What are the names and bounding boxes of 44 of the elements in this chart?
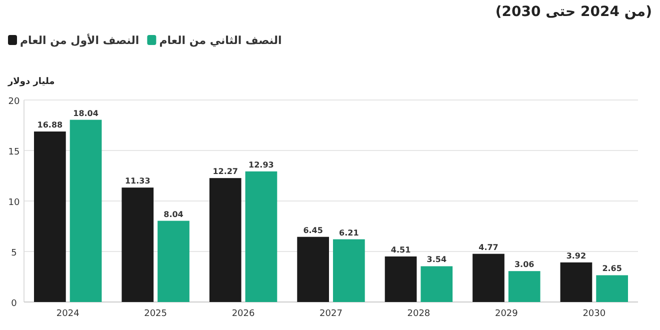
bar [70,120,102,302]
bar [472,254,504,302]
data-label: 12.27 [212,167,238,176]
bar [209,178,242,302]
x-tick-label: 2026 [232,309,256,319]
data-label: 6.45 [303,226,324,235]
data-label: 6.21 [339,228,360,238]
legend-label: النصف الأول من العام [20,33,140,47]
bar [333,239,365,302]
bar [560,262,592,302]
bar [596,275,628,302]
data-label: 12.93 [248,160,274,170]
x-tick-label: 2028 [407,309,430,319]
y-tick-label: 0 [11,299,18,309]
y-axis-title: مليار دولار [7,77,55,87]
bar [245,171,278,302]
bar [297,236,329,302]
x-tick-label: 2030 [582,309,606,319]
x-tick-label: 2024 [56,309,80,319]
data-label: 2.65 [602,264,622,274]
data-label: 4.77 [478,242,498,252]
x-tick-label: 2027 [320,309,342,319]
bar [508,271,540,302]
data-label: 4.51 [390,245,412,254]
data-label: 11.33 [124,176,150,186]
data-label: 16.88 [37,120,64,130]
bar [122,188,154,302]
data-label: 3.06 [514,260,535,270]
bar [384,256,417,302]
bar [420,266,453,302]
y-tick-label: 20 [8,97,20,107]
legend-label: النصف الثاني من العام [159,34,282,47]
bar [158,220,190,302]
data-label: 3.92 [566,251,586,260]
x-tick-label: 2025 [144,309,168,319]
y-tick-label: 15 [8,148,20,158]
data-label: 18.04 [73,108,99,118]
x-tick-label: 2029 [494,309,518,319]
y-tick-label: 10 [8,198,20,208]
data-label: 8.04 [164,210,184,219]
bar [34,132,66,302]
chart-title: (من 2024 حتى 2030) [495,4,652,20]
y-tick-label: 5 [11,248,17,258]
data-label: 3.54 [426,255,447,264]
